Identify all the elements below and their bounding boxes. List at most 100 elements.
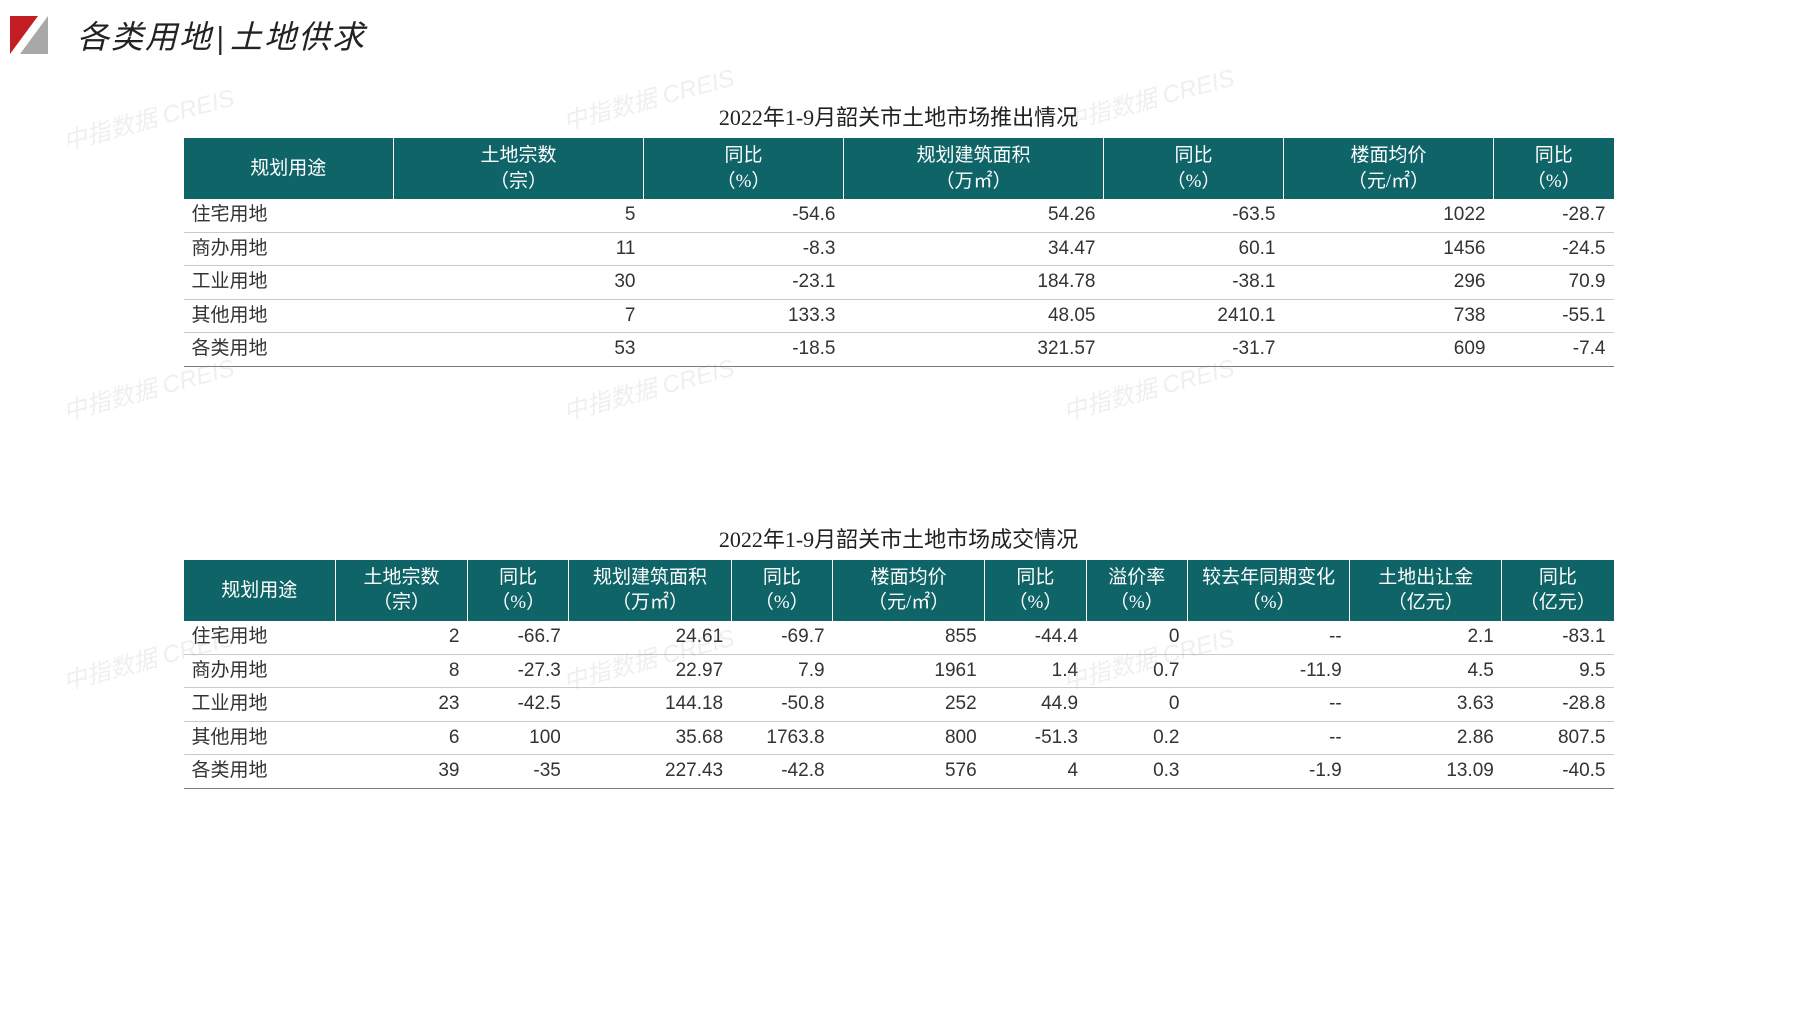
- cell: 0.7: [1086, 654, 1187, 688]
- table-row: 各类用地39-35227.43-42.857640.3-1.913.09-40.…: [184, 755, 1614, 789]
- column-header-line2: （元/㎡）: [837, 590, 980, 616]
- cell: 4.5: [1350, 654, 1502, 688]
- cell: 609: [1284, 333, 1494, 367]
- cell: 1.4: [985, 654, 1086, 688]
- cell: 39: [336, 755, 468, 789]
- table2-header-row: 规划用途土地宗数（宗）同比（%）规划建筑面积（万㎡）同比（%）楼面均价（元/㎡）…: [184, 560, 1614, 621]
- cell: 0.2: [1086, 721, 1187, 755]
- cell: -51.3: [985, 721, 1086, 755]
- cell: -11.9: [1187, 654, 1349, 688]
- cell: 4: [985, 755, 1086, 789]
- cell: 100: [467, 721, 568, 755]
- cell: 30: [394, 266, 644, 300]
- column-header: 同比（亿元）: [1502, 560, 1614, 621]
- column-header-line1: 规划建筑面积: [593, 567, 707, 588]
- cell: -44.4: [985, 621, 1086, 654]
- column-header-line1: 楼面均价: [1350, 145, 1426, 166]
- cell: -31.7: [1104, 333, 1284, 367]
- column-header: 规划用途: [184, 138, 394, 199]
- cell: 1763.8: [731, 721, 832, 755]
- table2-title: 2022年1-9月韶关市土地市场成交情况: [184, 522, 1614, 554]
- table-row: 住宅用地2-66.724.61-69.7855-44.40--2.1-83.1: [184, 621, 1614, 654]
- cell: 0.3: [1086, 755, 1187, 789]
- column-header-line2: （万㎡）: [848, 169, 1099, 195]
- column-header-line1: 楼面均价: [871, 567, 947, 588]
- cell: -42.5: [467, 688, 568, 722]
- cell: -18.5: [644, 333, 844, 367]
- cell: 35.68: [569, 721, 731, 755]
- cell: -1.9: [1187, 755, 1349, 789]
- logo-icon: [10, 16, 65, 54]
- column-header: 规划建筑面积（万㎡）: [844, 138, 1104, 199]
- column-header: 楼面均价（元/㎡）: [1284, 138, 1494, 199]
- cell: 0: [1086, 621, 1187, 654]
- row-label: 工业用地: [184, 688, 336, 722]
- cell: 2.1: [1350, 621, 1502, 654]
- table-row: 其他用地7133.348.052410.1738-55.1: [184, 299, 1614, 333]
- cell: 6: [336, 721, 468, 755]
- table-row: 商办用地11-8.334.4760.11456-24.5: [184, 232, 1614, 266]
- cell: -69.7: [731, 621, 832, 654]
- table-row: 其他用地610035.681763.8800-51.30.2--2.86807.…: [184, 721, 1614, 755]
- column-header-line1: 同比: [763, 567, 801, 588]
- title-left: 各类用地: [77, 19, 213, 55]
- cell: 184.78: [844, 266, 1104, 300]
- table-row: 商办用地8-27.322.977.919611.40.7-11.94.59.5: [184, 654, 1614, 688]
- column-header: 土地出让金（亿元）: [1350, 560, 1502, 621]
- column-header-line2: （亿元）: [1506, 590, 1609, 616]
- cell: 3.63: [1350, 688, 1502, 722]
- cell: 227.43: [569, 755, 731, 789]
- column-header-line2: （%）: [1192, 590, 1345, 616]
- cell: 1022: [1284, 199, 1494, 232]
- column-header-line1: 土地出让金: [1378, 567, 1473, 588]
- column-header-line1: 规划用途: [250, 158, 326, 179]
- row-label: 其他用地: [184, 721, 336, 755]
- cell: -42.8: [731, 755, 832, 789]
- column-header-line1: 规划用途: [221, 580, 297, 601]
- cell: 22.97: [569, 654, 731, 688]
- cell: 296: [1284, 266, 1494, 300]
- cell: 1961: [833, 654, 985, 688]
- cell: 855: [833, 621, 985, 654]
- cell: -63.5: [1104, 199, 1284, 232]
- page-header: 各类用地|土地供求: [0, 0, 1797, 60]
- row-label: 住宅用地: [184, 621, 336, 654]
- cell: 800: [833, 721, 985, 755]
- column-header-line1: 同比: [1174, 145, 1212, 166]
- cell: 144.18: [569, 688, 731, 722]
- column-header-line2: （亿元）: [1354, 590, 1497, 616]
- table1-header-row: 规划用途土地宗数（宗）同比（%）规划建筑面积（万㎡）同比（%）楼面均价（元/㎡）…: [184, 138, 1614, 199]
- column-header: 同比 （%）: [1104, 138, 1284, 199]
- column-header: 同比（%）: [985, 560, 1086, 621]
- cell: 252: [833, 688, 985, 722]
- cell: 807.5: [1502, 721, 1614, 755]
- column-header-line2: （%）: [1108, 169, 1279, 195]
- column-header: 溢价率（%）: [1086, 560, 1187, 621]
- column-header: 土地宗数 （宗）: [394, 138, 644, 199]
- column-header: 规划建筑面积（万㎡）: [569, 560, 731, 621]
- column-header-line2: （%）: [1498, 169, 1610, 195]
- cell: -35: [467, 755, 568, 789]
- table-row: 住宅用地5-54.654.26-63.51022-28.7: [184, 199, 1614, 232]
- column-header-line1: 同比: [1535, 145, 1573, 166]
- cell: 54.26: [844, 199, 1104, 232]
- cell: --: [1187, 688, 1349, 722]
- row-label: 工业用地: [184, 266, 394, 300]
- cell: -55.1: [1494, 299, 1614, 333]
- cell: 1456: [1284, 232, 1494, 266]
- cell: -8.3: [644, 232, 844, 266]
- column-header-line1: 同比: [724, 145, 762, 166]
- column-header-line1: 土地宗数: [480, 145, 556, 166]
- cell: 2410.1: [1104, 299, 1284, 333]
- cell: -23.1: [644, 266, 844, 300]
- cell: -50.8: [731, 688, 832, 722]
- cell: 60.1: [1104, 232, 1284, 266]
- column-header-line2: （宗）: [398, 169, 639, 195]
- cell: 0: [1086, 688, 1187, 722]
- cell: 2.86: [1350, 721, 1502, 755]
- column-header-line2: （%）: [1091, 590, 1183, 616]
- cell: 24.61: [569, 621, 731, 654]
- row-label: 商办用地: [184, 232, 394, 266]
- cell: 133.3: [644, 299, 844, 333]
- column-header-line2: （万㎡）: [573, 590, 726, 616]
